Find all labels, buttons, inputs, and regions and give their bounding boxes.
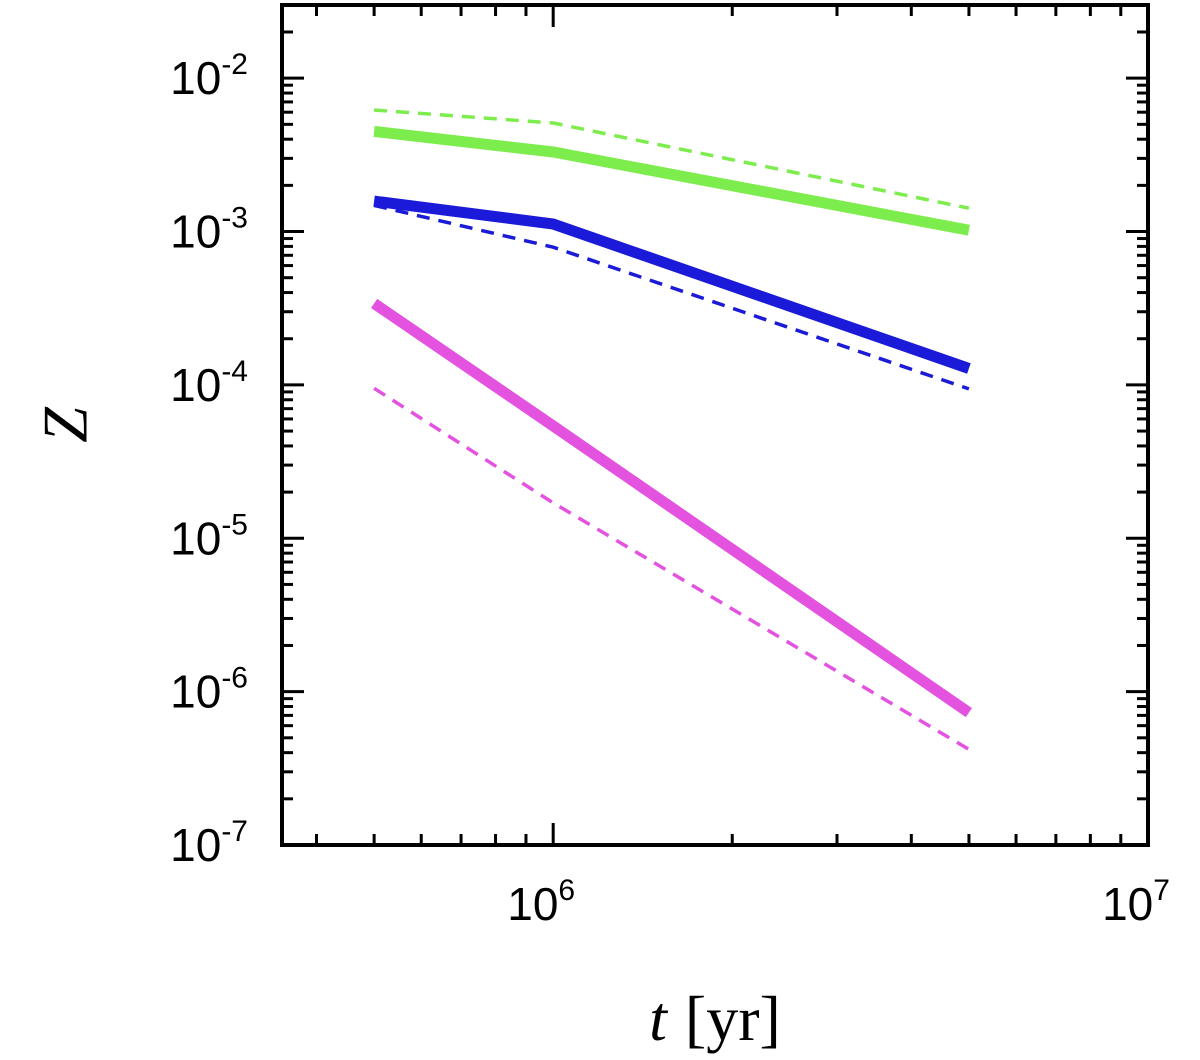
y-axis-label: Z xyxy=(30,406,101,443)
y-tick-label: 10-5 xyxy=(170,508,248,564)
series-line-5-solid xyxy=(370,298,973,718)
series-line-2-dashed xyxy=(373,108,970,210)
y-tick-label: 10-3 xyxy=(170,202,248,258)
series-line-4-dashed xyxy=(373,203,970,391)
x-tick-label: 107 xyxy=(1102,874,1170,930)
series-line-3-solid xyxy=(373,195,971,374)
y-tick-label: 10-4 xyxy=(170,355,248,411)
x-axis-unit: [yr] xyxy=(685,983,781,1054)
plot-frame xyxy=(280,3,1150,847)
series-line-1-solid xyxy=(373,125,970,236)
x-axis-label: t [yr] xyxy=(649,983,781,1054)
y-tick-label: 10-6 xyxy=(170,662,248,718)
x-axis-symbol: t xyxy=(649,983,669,1054)
series-line-6-dashed xyxy=(373,386,970,751)
y-tick-label: 10-2 xyxy=(170,48,248,104)
x-tick-label: 106 xyxy=(507,874,575,930)
labels-layer: 10-7 10-6 10-5 10-4 10-3 10-2 106 107 xyxy=(170,48,1170,930)
y-tick-label: 10-7 xyxy=(170,815,248,871)
series-layer xyxy=(370,108,973,751)
